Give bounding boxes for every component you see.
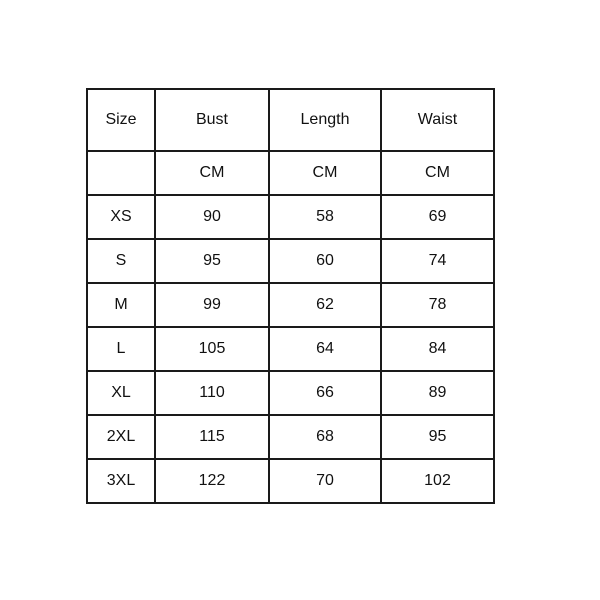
cell-bust: 115 [154, 414, 270, 460]
cell-bust: 122 [154, 458, 270, 504]
cell-size: 3XL [86, 458, 156, 504]
table-row: S 95 60 74 [86, 238, 495, 284]
cell-size: XL [86, 370, 156, 416]
unit-cell-bust: CM [154, 150, 270, 196]
cell-waist: 89 [380, 370, 495, 416]
unit-cell-length: CM [268, 150, 382, 196]
cell-size: XS [86, 194, 156, 240]
cell-size: S [86, 238, 156, 284]
header-cell-bust: Bust [154, 88, 270, 152]
unit-cell-size [86, 150, 156, 196]
table-row: XL 110 66 89 [86, 370, 495, 416]
cell-waist: 95 [380, 414, 495, 460]
unit-cell-waist: CM [380, 150, 495, 196]
cell-size: M [86, 282, 156, 328]
cell-size: 2XL [86, 414, 156, 460]
cell-waist: 74 [380, 238, 495, 284]
cell-size: L [86, 326, 156, 372]
table-row: M 99 62 78 [86, 282, 495, 328]
cell-length: 68 [268, 414, 382, 460]
cell-waist: 84 [380, 326, 495, 372]
cell-bust: 105 [154, 326, 270, 372]
cell-bust: 99 [154, 282, 270, 328]
header-row: Size Bust Length Waist [86, 88, 495, 152]
cell-waist: 102 [380, 458, 495, 504]
cell-length: 62 [268, 282, 382, 328]
cell-bust: 110 [154, 370, 270, 416]
cell-length: 60 [268, 238, 382, 284]
table-row: XS 90 58 69 [86, 194, 495, 240]
table-row: 3XL 122 70 102 [86, 458, 495, 504]
cell-waist: 69 [380, 194, 495, 240]
cell-length: 70 [268, 458, 382, 504]
unit-row: CM CM CM [86, 150, 495, 196]
table-row: 2XL 115 68 95 [86, 414, 495, 460]
cell-length: 58 [268, 194, 382, 240]
table-row: L 105 64 84 [86, 326, 495, 372]
header-cell-waist: Waist [380, 88, 495, 152]
cell-length: 64 [268, 326, 382, 372]
size-chart-table: Size Bust Length Waist CM CM CM XS 90 58 69… [86, 88, 495, 504]
cell-length: 66 [268, 370, 382, 416]
cell-bust: 90 [154, 194, 270, 240]
cell-bust: 95 [154, 238, 270, 284]
header-cell-size: Size [86, 88, 156, 152]
cell-waist: 78 [380, 282, 495, 328]
header-cell-length: Length [268, 88, 382, 152]
size-chart-body: Size Bust Length Waist CM CM CM XS 90 58 69… [86, 88, 495, 504]
